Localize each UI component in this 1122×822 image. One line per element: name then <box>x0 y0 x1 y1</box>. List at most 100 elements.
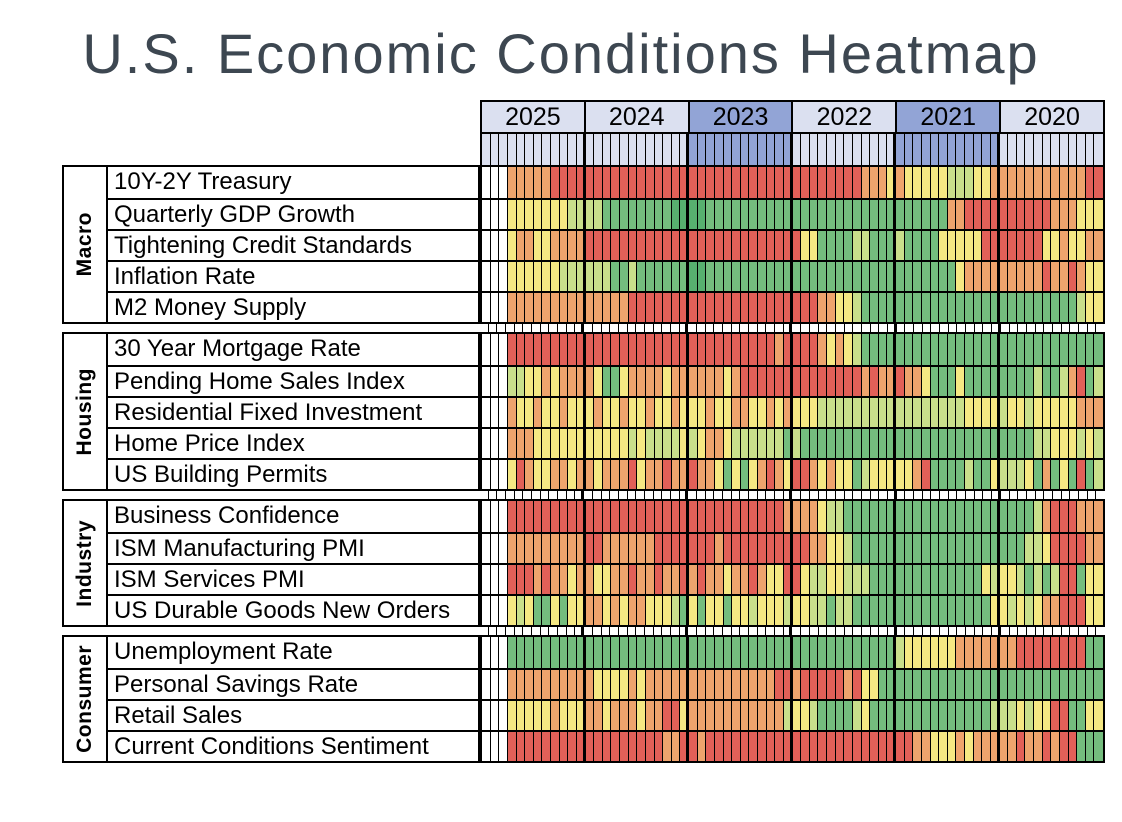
heatmap-cell <box>490 262 500 291</box>
month-cell <box>723 134 733 165</box>
heatmap-cell <box>783 367 793 396</box>
heatmap-cell <box>887 637 896 668</box>
heatmap-cell <box>542 167 551 198</box>
heatmap-cell <box>878 460 888 489</box>
heatmap-cell <box>525 501 534 532</box>
heatmap-cell <box>878 637 888 668</box>
gap-cell <box>653 627 663 635</box>
heatmap-cell <box>956 200 965 229</box>
heatmap-cell <box>576 565 586 594</box>
heatmap-cell <box>1051 167 1060 198</box>
section-gap <box>480 491 1105 499</box>
gap-cell <box>1035 491 1045 499</box>
heatmap-cell <box>792 501 802 532</box>
group-label: Consumer <box>73 645 96 753</box>
gap-cell <box>905 627 915 635</box>
gap-cell <box>983 627 993 635</box>
heatmap-cell <box>576 596 586 625</box>
heatmap-cell <box>594 701 603 730</box>
heatmap-cell <box>870 701 879 730</box>
heatmap-cell <box>827 334 836 365</box>
heatmap-cell <box>482 367 491 396</box>
gap-cell <box>714 324 724 332</box>
gap-cell <box>922 491 932 499</box>
heatmap-cell <box>645 596 655 625</box>
heatmap-cell <box>852 398 862 427</box>
heatmap-cell <box>990 167 1000 198</box>
gap-cell <box>662 491 671 499</box>
heatmap-cell <box>1051 334 1060 365</box>
heatmap-cell <box>482 701 491 730</box>
heatmap-cell <box>602 732 612 761</box>
heatmap-cell <box>904 334 914 365</box>
gap-cell <box>844 324 854 332</box>
gap-cell <box>627 491 637 499</box>
month-cell <box>852 134 862 165</box>
heatmap-cell <box>982 534 991 563</box>
heatmap-cell <box>852 429 862 458</box>
heatmap-cell <box>965 262 974 291</box>
heatmap-cell <box>689 732 698 761</box>
heatmap-cell <box>835 701 845 730</box>
heatmap-cell <box>654 460 664 489</box>
heatmap-cell <box>1094 167 1103 198</box>
heatmap-cell <box>775 262 784 291</box>
gap-cell <box>896 324 906 332</box>
heatmap-cell <box>870 501 879 532</box>
heatmap-cell <box>861 732 871 761</box>
heatmap-cell <box>602 670 612 699</box>
heatmap-cell <box>913 262 922 291</box>
heatmap-cell <box>809 460 819 489</box>
row-label-list: Business Confidence ISM Manufacturing PMI… <box>108 501 478 625</box>
heatmap-cell <box>706 534 715 563</box>
year-header-2023: 2023 <box>689 102 794 132</box>
heatmap-cell <box>956 231 965 260</box>
heatmap-cell <box>973 596 983 625</box>
heatmap-cell <box>663 637 672 668</box>
heatmap-cell <box>740 429 750 458</box>
heatmap-cell <box>904 701 914 730</box>
heatmap-cell <box>482 429 491 458</box>
heatmap-cell <box>637 429 646 458</box>
heatmap-cell <box>525 701 534 730</box>
heatmap-cell <box>921 167 931 198</box>
heatmap-cell <box>982 637 991 668</box>
heatmap-cell <box>973 460 983 489</box>
heatmap-cell <box>878 200 888 229</box>
heatmap-cell <box>680 398 689 427</box>
heatmap-cell <box>999 367 1009 396</box>
heatmap-cell <box>1034 293 1043 322</box>
heatmap-cell <box>559 429 569 458</box>
heatmap-cell <box>542 398 551 427</box>
heatmap-cell <box>689 534 698 563</box>
heatmap-cell <box>680 637 689 668</box>
heatmap-cell <box>706 293 715 322</box>
heatmap-cell <box>844 670 853 699</box>
gap-cell <box>1061 491 1071 499</box>
heatmap-cell <box>1077 534 1086 563</box>
heatmap-cell <box>792 460 802 489</box>
heatmap-cell <box>749 262 758 291</box>
heatmap-cell <box>1034 534 1043 563</box>
heatmap-cell <box>749 732 758 761</box>
heatmap-cell <box>551 501 560 532</box>
heatmap-cell <box>818 398 827 427</box>
heatmap-cell <box>714 231 724 260</box>
month-cell <box>576 134 586 165</box>
heatmap-cell <box>542 293 551 322</box>
month-cell <box>1085 134 1095 165</box>
heatmap-cell <box>783 670 793 699</box>
heatmap-cell <box>870 334 879 365</box>
heatmap-cell <box>870 398 879 427</box>
group-label: Macro <box>73 212 96 277</box>
heatmap-cell <box>1085 670 1095 699</box>
heatmap-cell <box>878 670 888 699</box>
heatmap-cell <box>921 398 931 427</box>
heatmap-cell <box>628 565 638 594</box>
gap-cell <box>853 627 862 635</box>
heatmap-cell <box>490 501 500 532</box>
heatmap-cell <box>654 501 664 532</box>
heatmap-cell <box>542 200 551 229</box>
gap-cell <box>1070 324 1079 332</box>
row-label: Pending Home Sales Index <box>108 365 478 396</box>
